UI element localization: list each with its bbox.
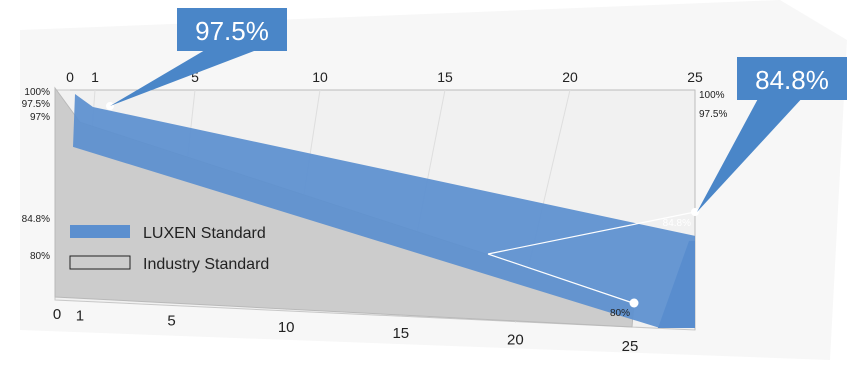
y-tick-label-left: 84.8%: [22, 214, 50, 225]
y-tick-label-left: 97.5%: [22, 99, 50, 110]
x-tick-label-top: 0: [66, 69, 74, 85]
industry-end-point: [629, 298, 639, 308]
right-y-axis-ticks: 100% 97.5%: [699, 90, 727, 120]
bottom-x-axis-ticks: 0 1 5 10 15 20 25: [53, 306, 639, 355]
callout-start-box: [177, 8, 287, 51]
legend: LUXEN Standard Industry Standard: [69, 225, 269, 273]
x-tick-label-bottom: 25: [622, 338, 639, 355]
x-tick-label-top: 1: [91, 69, 99, 85]
x-tick-label-bottom: 5: [167, 312, 175, 329]
luxen-standard-area: [73, 94, 695, 328]
x-tick-label-bottom: 1: [76, 307, 84, 324]
connector-line: [487, 253, 631, 303]
callout-end-value: 84.8%: [755, 65, 829, 95]
callout-end-box: [737, 57, 847, 100]
x-tick-label-top: 5: [191, 69, 199, 85]
left-y-axis-ticks: 100%97.5% 97% 84.8% 80%: [22, 87, 50, 262]
callout-end-pointer: [697, 95, 805, 212]
luxen-end-point: [691, 208, 699, 216]
connector-line: [487, 211, 696, 255]
x-tick-label-top: 10: [312, 69, 328, 85]
x-tick-label-top: 25: [687, 69, 703, 85]
legend-label-luxen: LUXEN Standard: [143, 225, 266, 242]
luxen-end-label: 84.8%: [663, 218, 691, 229]
y-tick-label-left: 100%: [24, 87, 50, 98]
x-tick-label-bottom: 10: [278, 319, 295, 336]
y-tick-label-right: 100%: [699, 90, 725, 101]
x-tick-label-bottom: 0: [53, 306, 61, 323]
top-x-axis-ticks: 0 1 5 10 15 20 25: [66, 69, 703, 85]
callout-start: 97.5%: [110, 8, 287, 106]
callout-start-value: 97.5%: [195, 16, 269, 46]
callout-start-pointer: [110, 40, 262, 106]
x-tick-label-top: 15: [437, 69, 453, 85]
y-tick-label-left: 97%: [30, 112, 50, 123]
callout-end: 84.8%: [697, 57, 847, 212]
x-tick-label-bottom: 15: [392, 325, 409, 342]
legend-swatch-luxen: [70, 225, 130, 238]
y-tick-label-left: 80%: [30, 251, 50, 262]
y-tick-label-right: 97.5%: [699, 109, 727, 120]
industry-end-label: 80%: [610, 308, 630, 319]
x-tick-label-top: 20: [562, 69, 578, 85]
x-tick-label-bottom: 20: [507, 332, 524, 349]
legend-swatch-industry: [69, 255, 131, 270]
legend-label-industry: Industry Standard: [143, 256, 269, 273]
